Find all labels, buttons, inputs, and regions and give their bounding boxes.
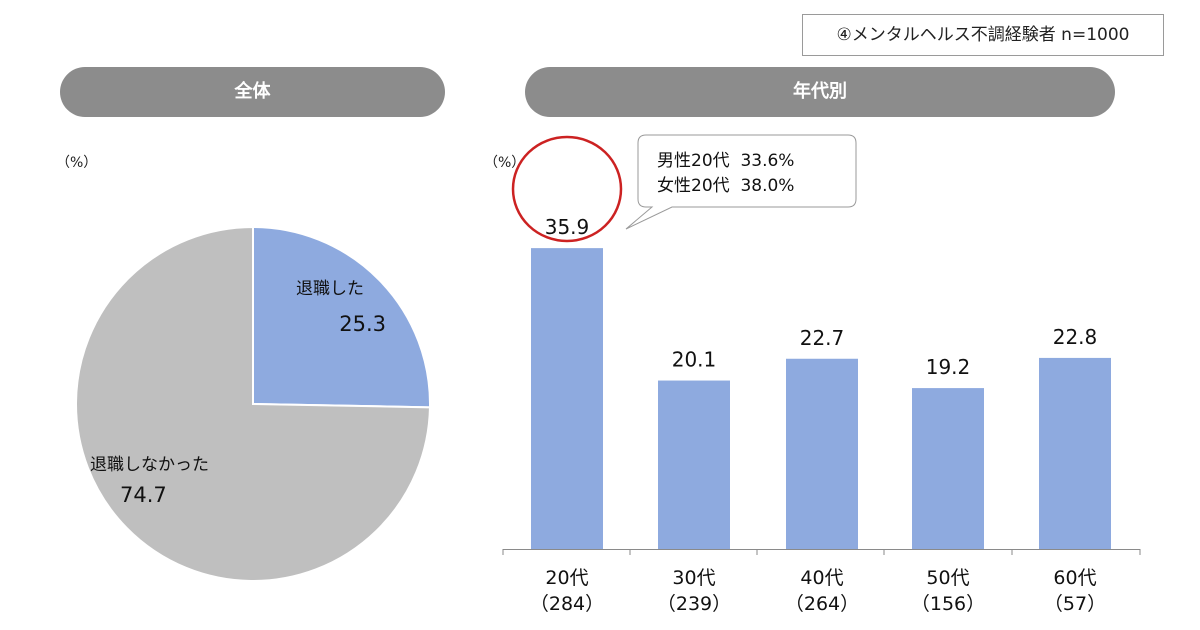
highlight-circle [511, 135, 623, 243]
bar-value-label: 19.2 [926, 355, 971, 379]
callout-line-male: 男性20代 33.6% [657, 151, 794, 171]
bar-value-label: 20.1 [672, 348, 717, 372]
bar-chart: 35.9 20代 （284） 20.1 30代 （239） 22.7 40代 （264） 19.2… [502, 135, 1141, 615]
overall-header: 全体 [60, 67, 445, 117]
pie-slice-name: 退職した [296, 279, 364, 299]
sample-note: ④メンタルヘルス不調経験者 n=1000 [802, 14, 1164, 56]
callout-bubble [625, 134, 857, 230]
bar [912, 388, 984, 549]
pie-slice [252, 225, 431, 409]
bar-value-label: 22.8 [1053, 325, 1098, 349]
pie-chart: 退職した 25.3 退職しなかった 74.7 [75, 225, 431, 582]
category-label: 30代 [672, 567, 715, 589]
pie-slice-name: 退職しなかった [90, 455, 209, 475]
category-label: 50代 [926, 567, 969, 589]
bar [658, 380, 730, 549]
pie-slice-value: 25.3 [339, 312, 386, 336]
callout: 男性20代 33.6% 女性20代 38.0% [625, 134, 857, 230]
bar-value-label: 22.7 [800, 326, 845, 350]
bar [1039, 357, 1111, 549]
category-sample-size: （57） [1044, 593, 1106, 615]
category-label: 40代 [800, 567, 843, 589]
category-sample-size: （239） [657, 593, 731, 615]
category-label: 60代 [1053, 567, 1096, 589]
bar [786, 358, 858, 549]
category-sample-size: （264） [785, 593, 859, 615]
category-label: 20代 [545, 567, 588, 589]
pie-unit-label: （%） [56, 155, 98, 171]
pie-slice [75, 225, 431, 582]
by-age-header: 年代別 [525, 67, 1115, 117]
pie-slice-value: 74.7 [120, 483, 167, 507]
category-sample-size: （284） [530, 593, 604, 615]
bar-value-label: 35.9 [545, 215, 590, 239]
bar-unit-label: （%） [484, 155, 526, 171]
callout-line-female: 女性20代 38.0% [657, 176, 794, 196]
bar [531, 248, 603, 549]
category-sample-size: （156） [911, 593, 985, 615]
